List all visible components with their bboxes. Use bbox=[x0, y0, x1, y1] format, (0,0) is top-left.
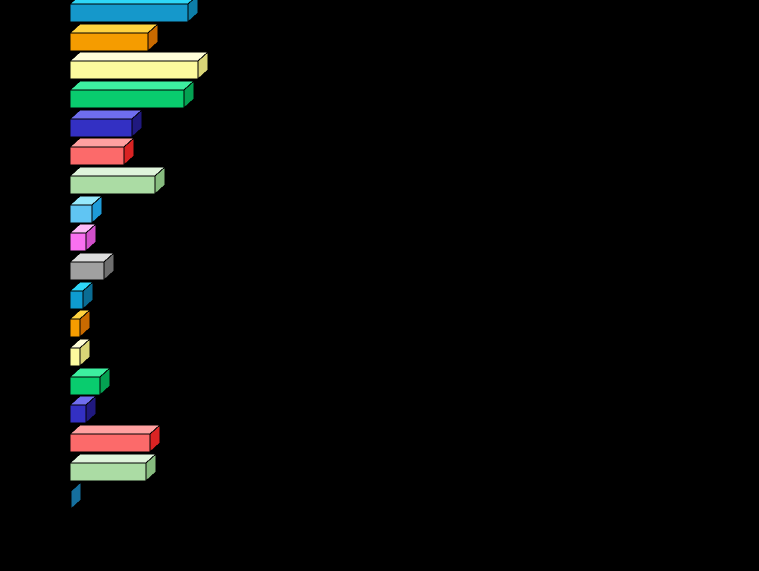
bar-front-face bbox=[69, 462, 147, 482]
bar-front-face bbox=[69, 3, 189, 23]
bar bbox=[68, 337, 92, 368]
bar bbox=[68, 423, 162, 454]
bar-front-face bbox=[69, 490, 72, 510]
bar bbox=[68, 194, 104, 225]
bar-front-face bbox=[69, 404, 87, 424]
bar-top-face bbox=[68, 166, 167, 177]
bar-top-face bbox=[68, 23, 160, 34]
bar-top-face bbox=[68, 0, 194, 5]
bar-front-face bbox=[69, 32, 149, 52]
bar-front-face bbox=[69, 146, 125, 166]
bar bbox=[68, 480, 83, 511]
bar bbox=[68, 0, 199, 24]
bar-front-face bbox=[69, 232, 87, 252]
bar bbox=[68, 308, 92, 339]
bar-front-face bbox=[69, 376, 101, 396]
bar-front-face bbox=[69, 290, 84, 310]
bar-top-face bbox=[68, 137, 136, 148]
bar-front-face bbox=[69, 89, 185, 109]
bar bbox=[68, 251, 116, 282]
bar-front-face bbox=[69, 433, 151, 453]
bar-top-face bbox=[68, 424, 162, 435]
bar-front-face bbox=[69, 204, 93, 224]
bar bbox=[68, 452, 158, 483]
bar bbox=[68, 222, 98, 253]
bar-front-face bbox=[69, 261, 105, 281]
bar-front-face bbox=[69, 347, 81, 367]
bar-top-face bbox=[68, 51, 210, 62]
bar-front-face bbox=[69, 118, 133, 138]
bar bbox=[68, 394, 98, 425]
bar bbox=[68, 280, 95, 311]
bar bbox=[68, 22, 160, 53]
bar-top-face bbox=[68, 453, 158, 464]
bar bbox=[68, 165, 167, 196]
bar bbox=[68, 79, 196, 110]
bar bbox=[68, 50, 210, 81]
bar-front-face bbox=[69, 175, 156, 195]
bar-top-face bbox=[68, 80, 196, 91]
bar bbox=[68, 366, 112, 397]
bar-front-face bbox=[69, 60, 199, 80]
bar-front-face bbox=[69, 318, 81, 338]
bar bbox=[68, 136, 136, 167]
bar bbox=[68, 108, 144, 139]
bar-top-face bbox=[68, 109, 144, 120]
bars-layer bbox=[68, 0, 210, 511]
